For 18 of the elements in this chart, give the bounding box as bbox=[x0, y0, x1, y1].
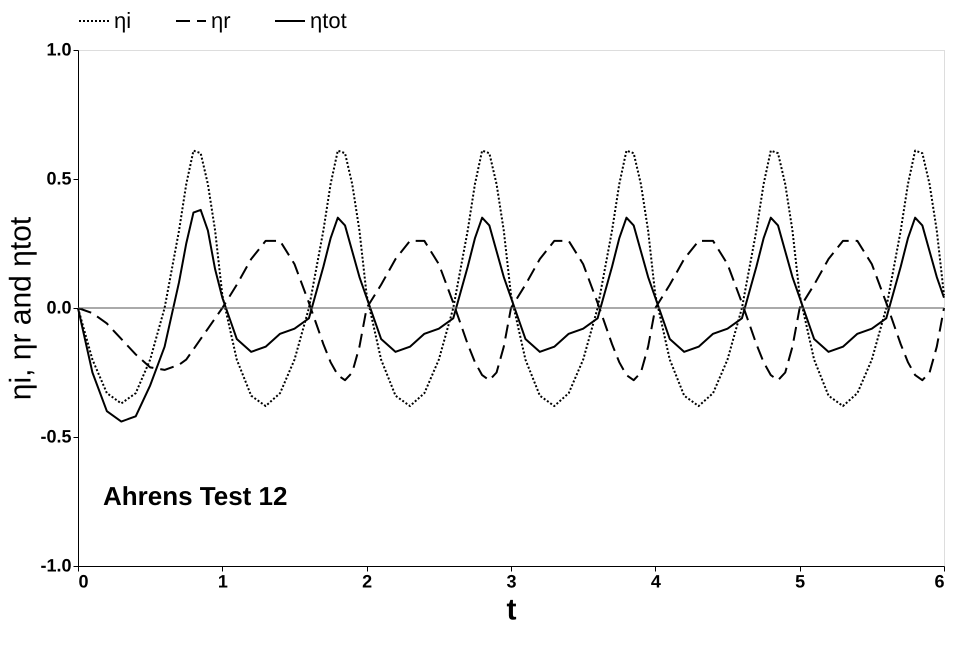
y-tick-label: -0.5 bbox=[40, 426, 72, 446]
x-tick-label: 5 bbox=[795, 572, 806, 592]
y-tick-label: 1.0 bbox=[46, 40, 72, 60]
y-tick-label: 0.0 bbox=[46, 298, 72, 318]
x-tick-label: 4 bbox=[650, 572, 661, 592]
x-tick-label: 0 bbox=[78, 572, 89, 592]
x-tick-label: 2 bbox=[362, 572, 372, 592]
x-tick-label: 3 bbox=[506, 572, 517, 592]
x-axis-title: t bbox=[506, 594, 516, 626]
y-axis-title: ηi, ηr and ηtot bbox=[4, 216, 38, 400]
legend-label: ηtot bbox=[310, 8, 347, 33]
x-tick-label: 6 bbox=[934, 572, 944, 592]
annotation: Ahrens Test 12 bbox=[103, 481, 288, 511]
y-tick-label: -1.0 bbox=[40, 556, 72, 576]
x-tick-label: 1 bbox=[218, 572, 228, 592]
legend-label: ηr bbox=[211, 8, 231, 33]
legend-label: ηi bbox=[114, 8, 132, 33]
y-tick-label: 0.5 bbox=[46, 168, 72, 188]
